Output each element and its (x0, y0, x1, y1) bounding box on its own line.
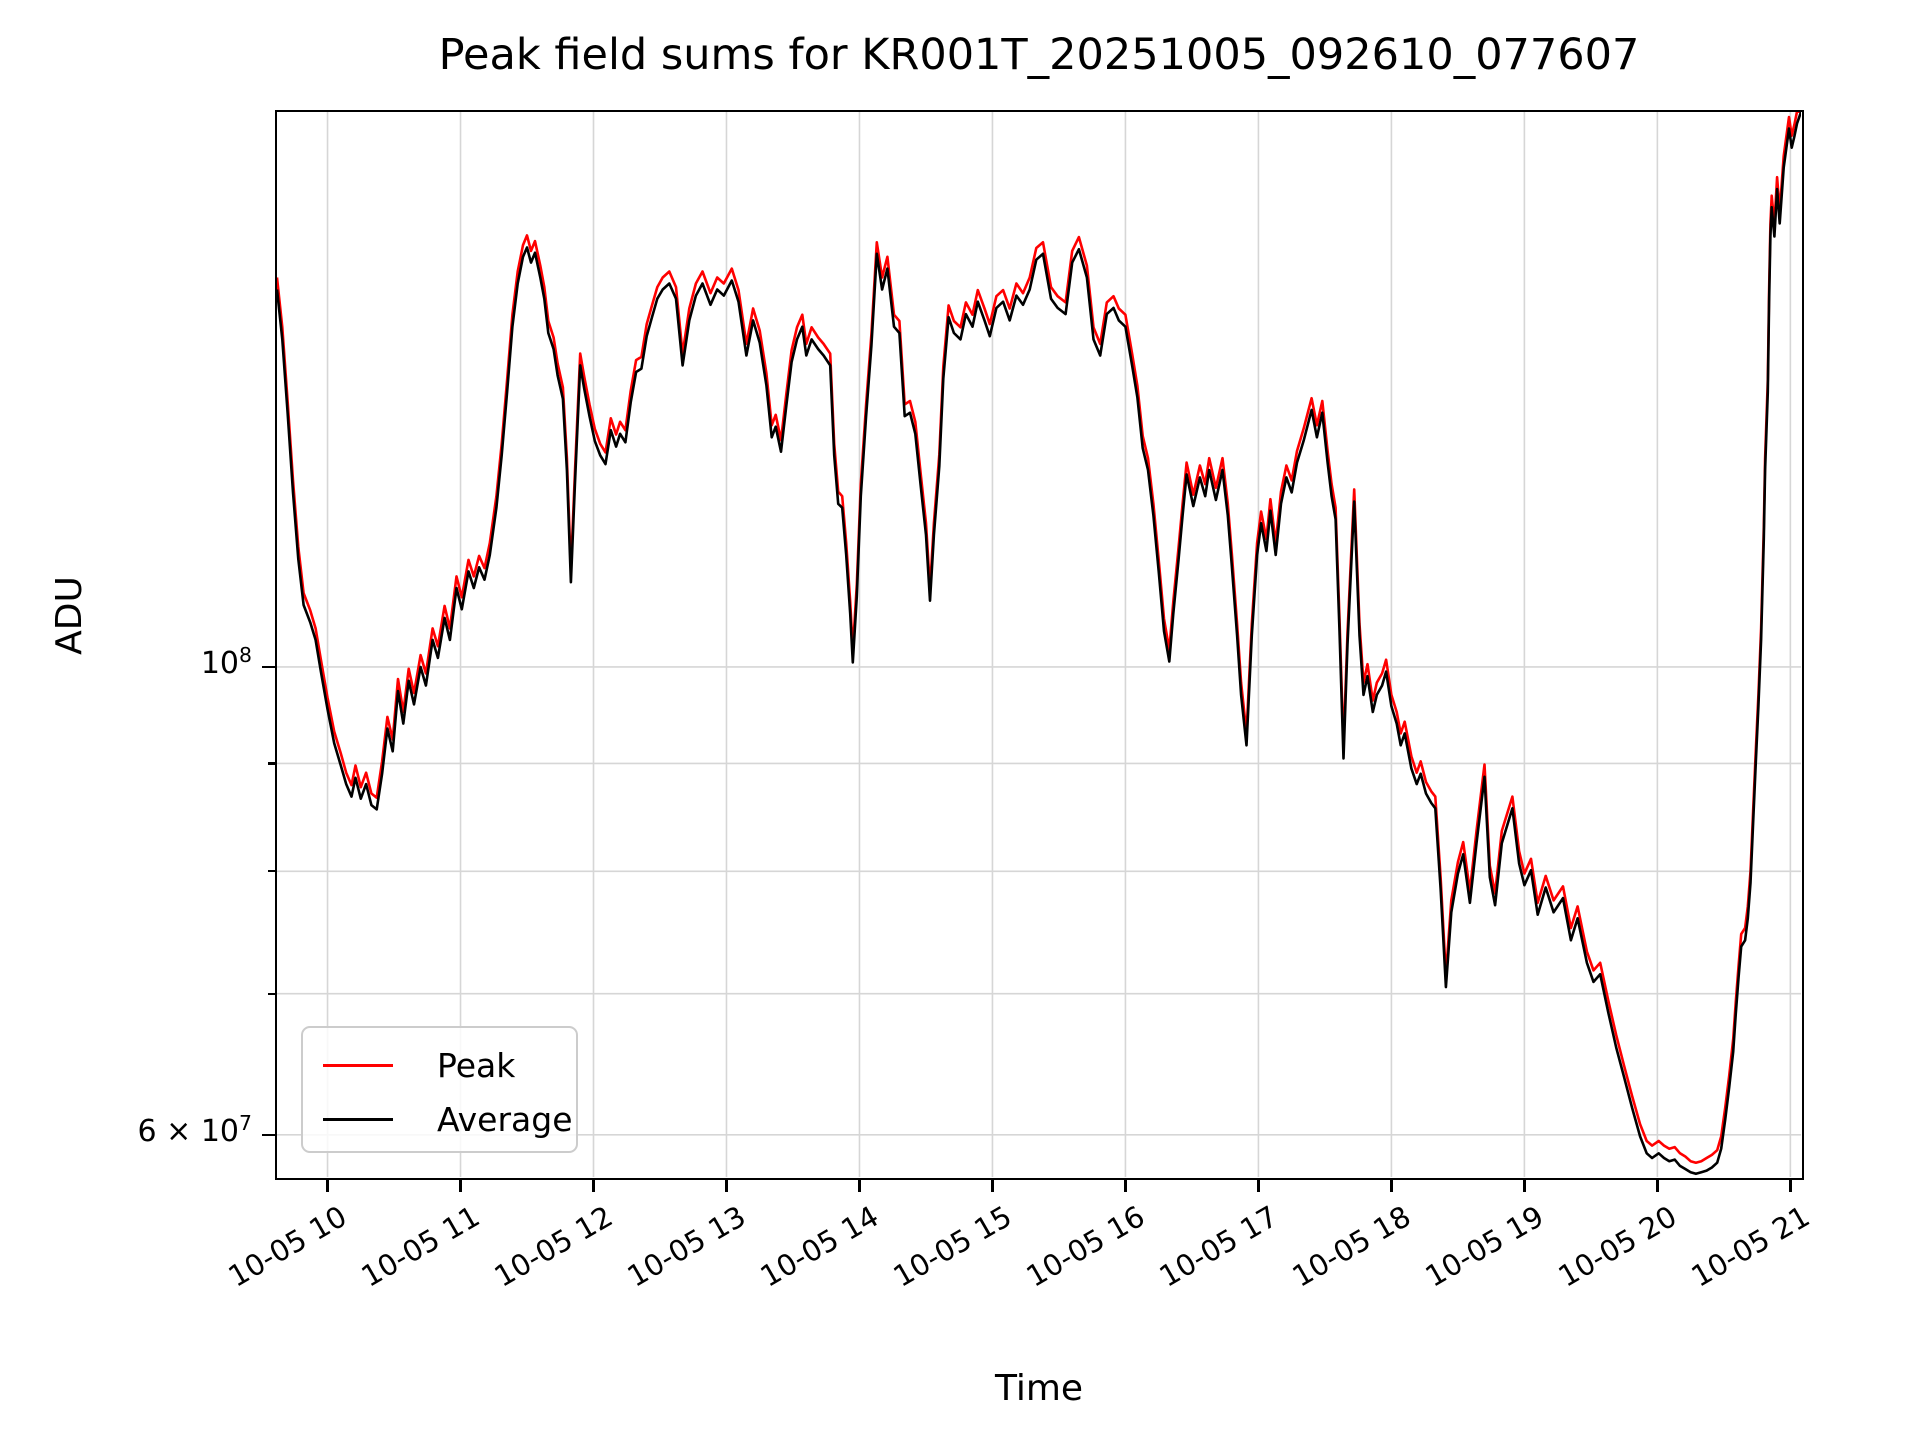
y-tick-mark (262, 1133, 275, 1136)
plot-canvas (277, 112, 1801, 1177)
legend-label-average: Average (437, 1099, 573, 1139)
x-tick-mark (326, 1179, 329, 1192)
x-tick-label: 10-05 17 (1153, 1199, 1284, 1294)
x-tick-mark (592, 1179, 595, 1192)
x-tick-mark (991, 1179, 994, 1192)
x-tick-mark (725, 1179, 728, 1192)
series-line-average (277, 112, 1801, 1176)
series-line-peak (277, 112, 1801, 1164)
legend-entry-peak: Peak (323, 1038, 576, 1092)
legend-box: Peak Average (301, 1026, 578, 1153)
x-tick-mark (1257, 1179, 1260, 1192)
legend-label-peak: Peak (437, 1045, 516, 1085)
x-tick-label: 10-05 16 (1020, 1199, 1151, 1294)
y-tick-mark (262, 665, 275, 669)
chart-title: Peak field sums for KR001T_20251005_0926… (438, 30, 1640, 80)
x-tick-mark (1390, 1179, 1393, 1192)
y-minor-tick-mark (268, 762, 275, 765)
x-tick-mark (459, 1179, 462, 1192)
x-tick-label: 10-05 15 (887, 1199, 1018, 1294)
y-tick-label: 6 × 107 (137, 1110, 252, 1149)
x-tick-mark (1656, 1179, 1659, 1192)
x-tick-label: 10-05 10 (222, 1199, 353, 1294)
peak-line-sample (323, 1063, 393, 1067)
x-tick-mark (1124, 1179, 1127, 1192)
x-tick-mark (1789, 1179, 1792, 1192)
plot-area (275, 110, 1804, 1180)
x-tick-label: 10-05 14 (754, 1199, 885, 1294)
x-tick-mark (858, 1179, 861, 1192)
x-tick-label: 10-05 12 (488, 1199, 619, 1294)
x-tick-mark (1523, 1179, 1526, 1192)
y-tick-label: 108 (200, 642, 252, 681)
x-tick-label: 10-05 21 (1685, 1199, 1816, 1294)
y-minor-tick-mark (268, 870, 275, 873)
gridlines (277, 112, 1801, 1177)
x-tick-label: 10-05 20 (1552, 1199, 1683, 1294)
y-minor-tick-mark (268, 992, 275, 995)
x-tick-label: 10-05 18 (1286, 1199, 1417, 1294)
x-axis-label: Time (994, 1368, 1084, 1409)
average-line-sample (323, 1117, 393, 1121)
legend-entry-average: Average (323, 1092, 576, 1146)
x-tick-label: 10-05 19 (1419, 1199, 1550, 1294)
x-tick-label: 10-05 13 (621, 1199, 752, 1294)
x-tick-label: 10-05 11 (355, 1199, 486, 1294)
